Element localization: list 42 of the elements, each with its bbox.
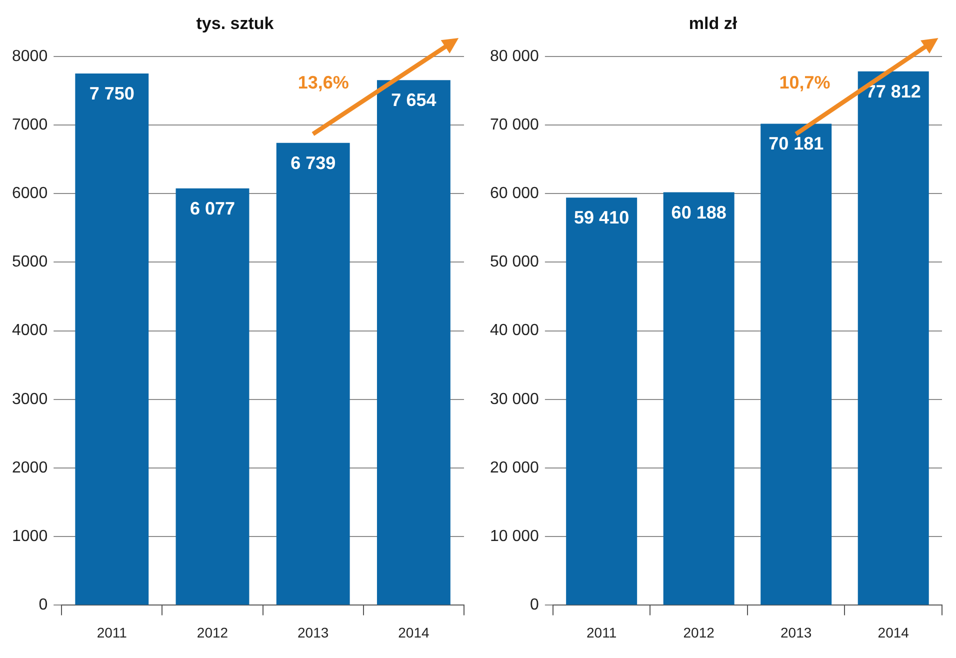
x-tick-label: 2013 — [298, 624, 329, 640]
y-tick-label: 2000 — [12, 459, 48, 476]
y-tick-label: 70 000 — [490, 116, 540, 134]
chart-title: tys. sztuk — [196, 14, 274, 33]
y-tick-label: 0 — [38, 596, 48, 614]
y-tick-label: 40 000 — [490, 322, 540, 340]
y-tick-label: 4000 — [12, 322, 48, 340]
y-tick-label: 3000 — [12, 390, 48, 408]
x-tick-label: 2012 — [683, 624, 715, 640]
y-tick-label: 8000 — [12, 48, 48, 65]
y-tick-label: 30 000 — [490, 390, 540, 408]
data-label: 7 654 — [391, 90, 436, 110]
data-label: 70 181 — [768, 134, 824, 154]
y-tick-label: 5000 — [12, 254, 48, 271]
data-label: 60 188 — [671, 202, 726, 222]
x-tick-label: 2014 — [398, 624, 430, 640]
y-tick-label: 20 000 — [490, 459, 540, 476]
bar — [566, 198, 638, 605]
data-label: 59 410 — [574, 208, 630, 228]
x-tick-label: 2014 — [878, 624, 910, 640]
y-tick-label: 80 000 — [490, 48, 540, 65]
x-tick-label: 2013 — [780, 624, 812, 640]
bar — [663, 192, 734, 605]
bar — [176, 188, 250, 605]
y-tick-label: 50 000 — [490, 254, 540, 271]
annotation: 13,6% — [298, 72, 349, 92]
y-tick-label: 1000 — [12, 528, 48, 546]
y-tick-label: 10 000 — [490, 528, 540, 546]
annotation: 10,7% — [779, 72, 830, 92]
data-label: 6 739 — [290, 152, 336, 173]
bar — [75, 74, 149, 605]
x-tick-label: 2012 — [196, 624, 228, 640]
y-tick-label: 7000 — [12, 116, 48, 134]
y-tick-label: 6000 — [12, 185, 48, 202]
x-tick-label: 2011 — [96, 624, 128, 640]
x-tick-label: 2011 — [586, 624, 617, 640]
bar — [276, 142, 350, 605]
chart-title: mld zł — [688, 14, 738, 33]
data-label: 7 750 — [89, 84, 134, 104]
data-label: 6 077 — [190, 198, 236, 218]
y-tick-label: 60 000 — [490, 185, 540, 202]
y-tick-label: 0 — [530, 596, 540, 614]
